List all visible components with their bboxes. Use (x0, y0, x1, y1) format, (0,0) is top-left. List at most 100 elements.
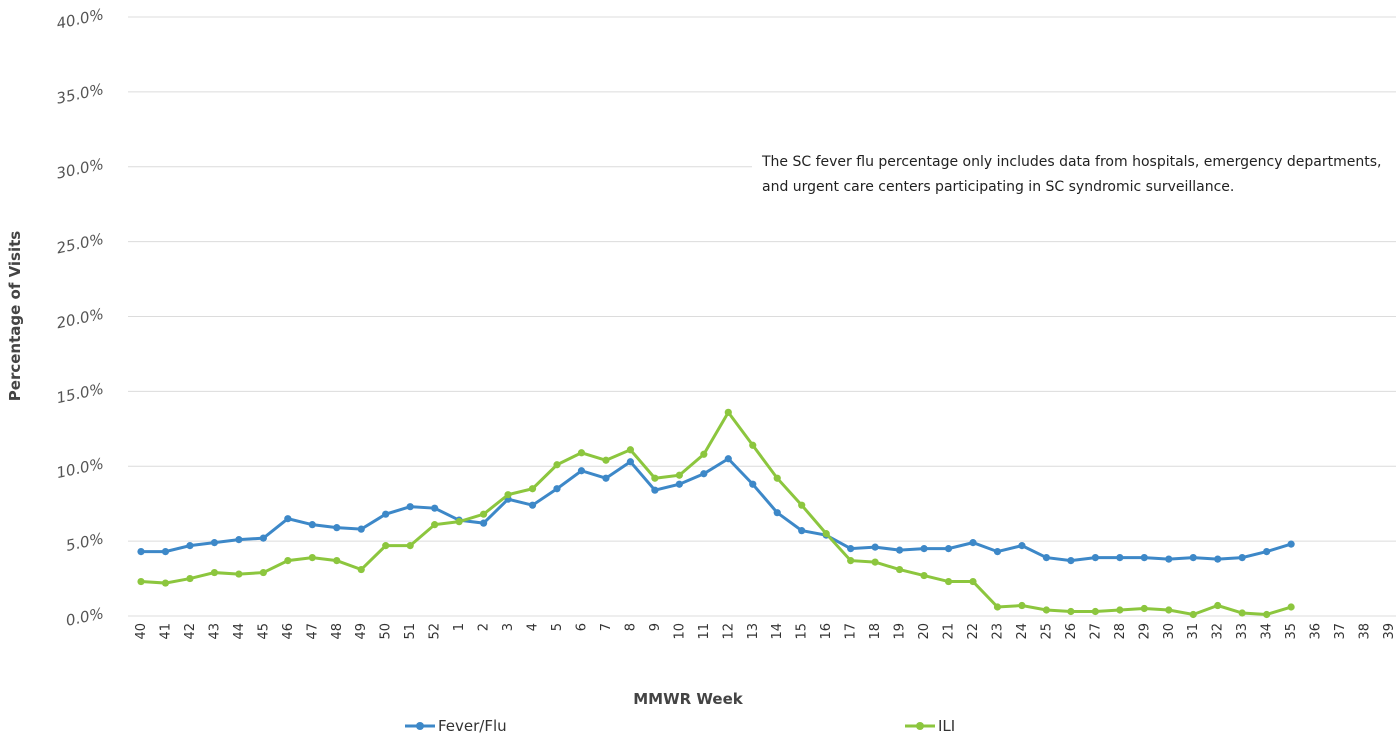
x-tick-label: 36 (1309, 623, 1324, 640)
data-point (993, 548, 1002, 556)
data-point (1189, 610, 1197, 619)
y-tick-label: 25.0% (55, 230, 105, 258)
y-tick-label: 30.0% (55, 155, 105, 183)
data-point (969, 577, 977, 586)
data-point (602, 456, 610, 464)
data-point (773, 474, 781, 482)
data-point (528, 485, 537, 493)
x-tick-label: 30 (1162, 623, 1177, 640)
data-point (406, 503, 414, 511)
data-point (700, 470, 708, 478)
x-tick-label: 12 (721, 623, 736, 640)
data-point (235, 570, 243, 578)
data-point (1042, 606, 1051, 614)
data-point (798, 501, 806, 509)
x-tick-label: 46 (281, 623, 296, 640)
data-point (210, 539, 219, 547)
data-point (895, 546, 904, 554)
x-tick-label: 48 (330, 623, 345, 640)
x-tick-label: 31 (1186, 623, 1201, 640)
data-point (382, 510, 390, 518)
data-point (431, 521, 439, 529)
data-point (675, 480, 683, 488)
data-point (651, 486, 659, 494)
x-tick-label: 22 (966, 623, 981, 640)
data-point (1116, 606, 1124, 614)
series-line (140, 409, 1292, 617)
data-point (1238, 553, 1246, 562)
x-tick-label: 16 (819, 623, 834, 640)
data-point (1165, 555, 1173, 563)
y-tick-label: 15.0% (55, 380, 105, 408)
data-point (724, 408, 732, 416)
data-point (235, 536, 243, 544)
data-point (1263, 610, 1271, 619)
x-axis-title: MMWR Week (633, 690, 744, 708)
x-tick-label: 19 (893, 623, 908, 640)
x-tick-label: 6 (574, 623, 589, 631)
data-point (186, 542, 194, 550)
legend-label: Fever/Flu (438, 717, 507, 735)
data-point (1165, 606, 1173, 614)
x-tick-label: 40 (134, 623, 149, 640)
x-tick-label: 14 (770, 623, 785, 640)
data-point (675, 471, 683, 479)
x-tick-label: 20 (917, 623, 932, 640)
data-point (161, 579, 170, 587)
x-tick-label: 7 (599, 623, 614, 631)
y-tick-label: 5.0% (64, 529, 105, 555)
data-point (871, 558, 879, 566)
x-tick-label: 50 (379, 623, 394, 640)
x-tick-label: 4 (526, 623, 541, 631)
data-point (1018, 601, 1026, 610)
x-tick-label: 26 (1064, 623, 1079, 640)
data-point (773, 509, 781, 517)
x-tick-label: 39 (1382, 623, 1396, 640)
data-point (137, 548, 145, 556)
data-point (1287, 540, 1295, 548)
x-tick-label: 15 (795, 623, 810, 640)
x-tick-label: 49 (354, 623, 369, 640)
x-tick-label: 38 (1358, 623, 1373, 640)
data-point (1091, 607, 1099, 616)
y-tick-label: 40.0% (55, 5, 105, 33)
data-point (798, 527, 806, 535)
data-point (259, 534, 267, 542)
data-point (602, 474, 610, 482)
data-point (528, 501, 537, 509)
legend-label: ILI (938, 717, 955, 735)
data-point (577, 449, 586, 457)
data-point (969, 539, 977, 547)
data-point (455, 518, 463, 526)
x-tick-label: 32 (1211, 623, 1226, 640)
y-axis-title: Percentage of Visits (6, 231, 24, 402)
legend-marker (916, 722, 924, 730)
data-point (186, 574, 194, 583)
data-point (1189, 553, 1197, 562)
x-tick-label: 45 (256, 623, 271, 640)
data-point (847, 545, 855, 553)
data-point (993, 603, 1002, 611)
x-tick-label: 41 (158, 623, 173, 640)
data-point (1116, 553, 1124, 562)
legend-marker (416, 722, 424, 730)
data-point (822, 530, 830, 538)
x-tick-label: 37 (1333, 623, 1348, 640)
annotation: The SC fever flu percentage only include… (752, 146, 1396, 204)
x-tick-label: 42 (183, 623, 198, 640)
data-point (700, 450, 708, 458)
x-tick-label: 47 (305, 623, 320, 640)
x-tick-label: 17 (844, 623, 859, 640)
x-tick-label: 13 (746, 623, 761, 640)
data-point (284, 556, 292, 565)
data-point (1214, 601, 1222, 610)
data-point (1042, 553, 1051, 562)
y-tick-label: 0.0% (64, 604, 105, 630)
x-tick-label: 35 (1284, 623, 1299, 640)
data-point (1091, 553, 1099, 562)
data-point (259, 568, 267, 577)
series-line (141, 456, 1292, 563)
x-tick-label: 23 (990, 623, 1005, 640)
x-tick-label: 11 (697, 623, 712, 640)
